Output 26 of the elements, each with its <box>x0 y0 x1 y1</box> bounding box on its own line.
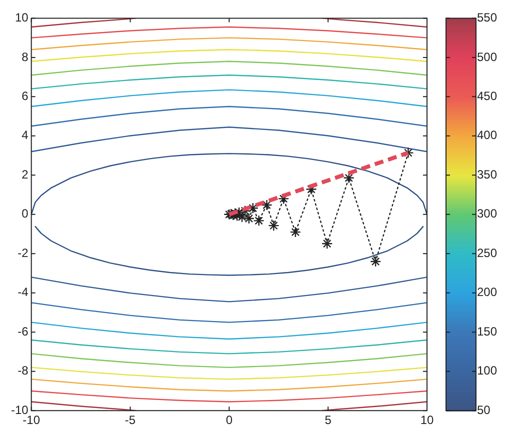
y-tick-label: 4 <box>22 128 29 142</box>
color-bar-label: 300 <box>477 206 498 221</box>
color-bar-label: 250 <box>477 246 498 260</box>
y-tick-label: 10 <box>14 10 29 25</box>
color-bar-label: 350 <box>477 167 498 182</box>
color-bar-label: 100 <box>477 364 498 378</box>
y-tick-label: 8 <box>22 50 29 64</box>
y-tick-label: -8 <box>18 364 29 378</box>
color-bar-label: 550 <box>477 10 498 25</box>
color-bar-label: 150 <box>477 324 498 338</box>
color-bar-label: 500 <box>477 50 498 64</box>
x-tick-label: 10 <box>420 413 434 428</box>
y-tick-label: -6 <box>18 324 29 338</box>
y-tick-label: 2 <box>22 167 29 182</box>
y-tick-label: -10 <box>11 402 29 417</box>
y-tick-label: -4 <box>18 285 29 300</box>
x-tick-label: 0 <box>226 413 233 428</box>
x-tick-label: 5 <box>324 413 332 428</box>
y-tick-label: 6 <box>22 88 29 103</box>
color-bar-label: 450 <box>477 88 498 103</box>
color-bar-label: 200 <box>477 285 498 300</box>
x-tick-label: -5 <box>124 413 136 428</box>
color-bar-label: 400 <box>477 128 498 142</box>
y-tick-label: 0 <box>22 206 29 221</box>
color-bar-label: 50 <box>477 402 491 417</box>
y-tick-label: -2 <box>18 246 29 260</box>
